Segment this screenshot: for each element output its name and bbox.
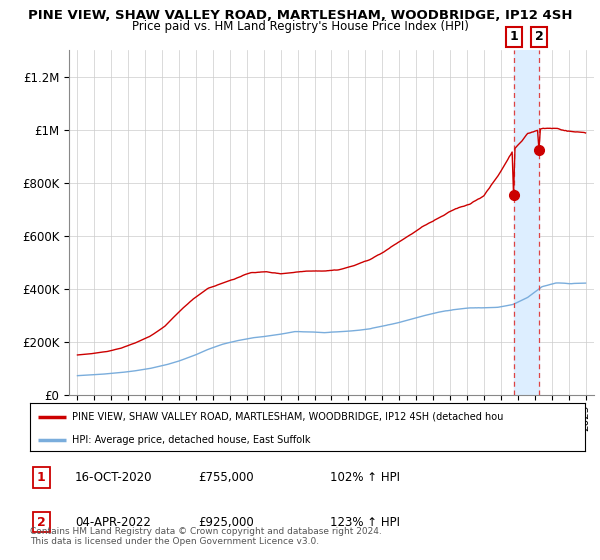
Text: HPI: Average price, detached house, East Suffolk: HPI: Average price, detached house, East… [71, 435, 310, 445]
Text: 2: 2 [37, 516, 46, 529]
Text: 102% ↑ HPI: 102% ↑ HPI [330, 471, 400, 484]
Text: 1: 1 [510, 30, 518, 43]
Text: PINE VIEW, SHAW VALLEY ROAD, MARTLESHAM, WOODBRIDGE, IP12 4SH (detached hou: PINE VIEW, SHAW VALLEY ROAD, MARTLESHAM,… [71, 412, 503, 422]
Text: 1: 1 [37, 471, 46, 484]
Text: £925,000: £925,000 [198, 516, 254, 529]
Text: 2: 2 [535, 30, 544, 43]
Text: 16-OCT-2020: 16-OCT-2020 [75, 471, 152, 484]
Text: Price paid vs. HM Land Registry's House Price Index (HPI): Price paid vs. HM Land Registry's House … [131, 20, 469, 33]
Text: Contains HM Land Registry data © Crown copyright and database right 2024.
This d: Contains HM Land Registry data © Crown c… [30, 526, 382, 546]
Text: PINE VIEW, SHAW VALLEY ROAD, MARTLESHAM, WOODBRIDGE, IP12 4SH: PINE VIEW, SHAW VALLEY ROAD, MARTLESHAM,… [28, 9, 572, 22]
Text: £755,000: £755,000 [198, 471, 254, 484]
Text: 123% ↑ HPI: 123% ↑ HPI [330, 516, 400, 529]
Text: 04-APR-2022: 04-APR-2022 [75, 516, 151, 529]
Bar [514, 50, 539, 395]
